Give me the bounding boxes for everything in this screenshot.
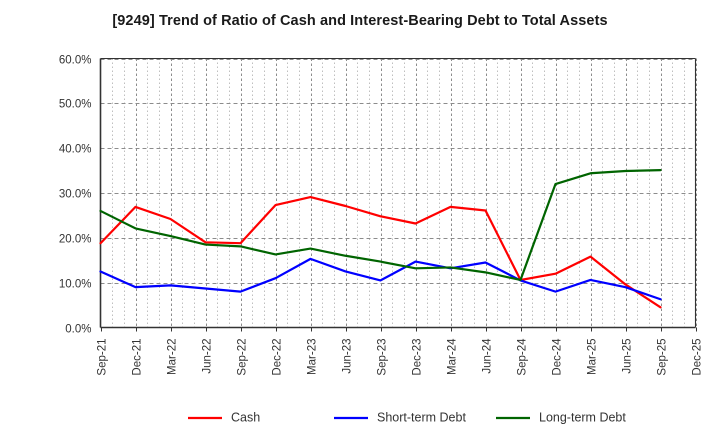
legend-label-short-term-debt: Short-term Debt: [377, 410, 466, 424]
x-axis-labels: Sep-21 Dec-21 Mar-22 Jun-22 Sep-22 Dec-22 Mar-…: [97, 327, 704, 376]
x-axis-tick-label: Dec-24: [552, 338, 564, 376]
x-axis-tick-label: Mar-23: [307, 339, 319, 375]
x-axis-tick-label: Sep-22: [237, 339, 249, 376]
x-axis-tick-label: Dec-21: [132, 339, 144, 376]
y-axis-tick-label: 0.0%: [65, 324, 91, 336]
x-axis-tick-label: Sep-21: [97, 339, 109, 376]
x-axis-tick-label: Dec-22: [272, 339, 284, 376]
chart-legend: Cash Short-term Debt Long-term Debt: [188, 410, 626, 424]
y-axis-tick-label: 30.0%: [59, 189, 92, 201]
x-axis-tick-label: Mar-22: [167, 339, 179, 375]
x-axis-tick-label: Jun-25: [622, 339, 634, 374]
legend-label-long-term-debt: Long-term Debt: [539, 410, 626, 424]
x-axis-tick-label: Mar-25: [587, 339, 599, 375]
y-axis-tick-label: 10.0%: [59, 279, 92, 291]
x-axis-tick-label: Sep-23: [377, 339, 389, 376]
x-axis-tick-label: Jun-24: [482, 338, 494, 374]
chart-title: [9249] Trend of Ratio of Cash and Intere…: [112, 13, 608, 29]
y-axis-tick-label: 50.0%: [59, 99, 92, 111]
y-axis-tick-label: 40.0%: [59, 144, 92, 156]
data-series-group: [99, 169, 662, 309]
x-axis-tick-label: Dec-25: [692, 339, 704, 376]
legend-label-cash: Cash: [231, 410, 260, 424]
y-axis-labels: 0.0% 10.0% 20.0% 30.0% 40.0% 50.0% 60.0%: [59, 55, 92, 336]
x-axis-tick-label: Mar-24: [447, 338, 459, 375]
x-axis-tick-label: Sep-24: [517, 338, 529, 376]
series-line-long-term-debt: [99, 169, 662, 282]
y-axis-tick-label: 60.0%: [59, 55, 92, 67]
x-axis-tick-label: Sep-25: [657, 339, 669, 376]
axis-lines: [99, 57, 697, 329]
series-line-cash: [99, 195, 662, 309]
x-axis-tick-label: Jun-22: [202, 339, 214, 374]
x-axis-tick-label: Dec-23: [412, 339, 424, 376]
x-axis-tick-label: Jun-23: [342, 339, 354, 374]
series-line-short-term-debt: [99, 257, 662, 301]
y-axis-tick-label: 20.0%: [59, 234, 92, 246]
